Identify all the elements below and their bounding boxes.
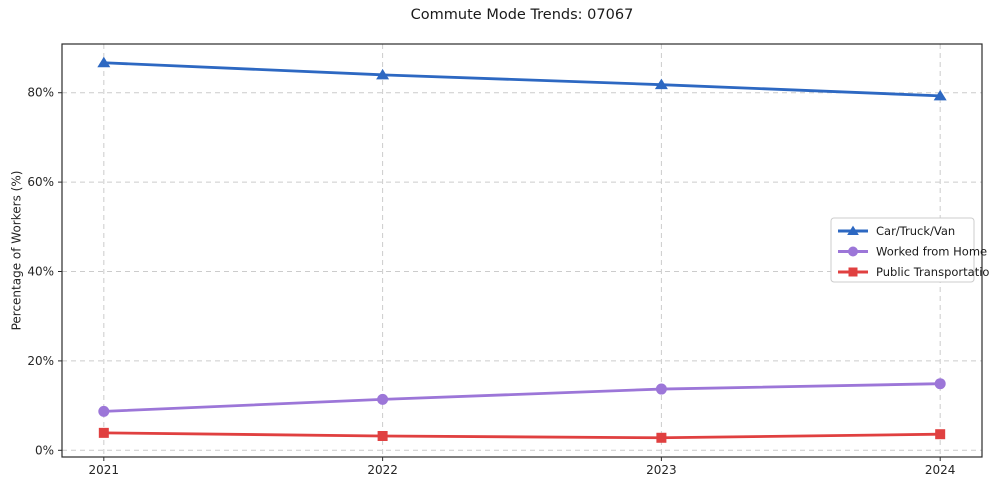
data-point-marker	[934, 378, 946, 390]
y-tick-label: 0%	[35, 443, 54, 457]
series-line	[102, 382, 942, 413]
data-point-marker	[376, 68, 390, 80]
legend-label: Worked from Home	[876, 245, 987, 259]
legend-label: Car/Truck/Van	[876, 224, 955, 238]
data-point-marker	[97, 56, 111, 68]
plot-border	[61, 43, 983, 458]
data-point-marker	[656, 432, 667, 443]
chart-title: Commute Mode Trends: 07067	[410, 7, 634, 23]
x-tick-label: 2023	[646, 463, 677, 477]
data-point-marker	[377, 430, 388, 441]
legend-label: Public Transportation	[876, 265, 990, 279]
legend-box	[830, 217, 975, 283]
data-point-marker	[935, 429, 946, 440]
series-line	[102, 61, 942, 98]
data-point-marker	[98, 427, 109, 438]
y-tick-label: 40%	[27, 265, 54, 279]
y-tick-label: 20%	[27, 354, 54, 368]
legend-marker	[848, 267, 858, 277]
data-point-marker	[655, 383, 667, 395]
y-tick-label: 80%	[27, 86, 54, 100]
series-line	[102, 431, 942, 440]
x-tick-label: 2021	[89, 463, 120, 477]
data-point-marker	[98, 405, 110, 417]
data-point-marker	[933, 89, 947, 101]
x-tick-label: 2022	[367, 463, 398, 477]
legend-marker	[848, 246, 858, 257]
x-tick-label: 2024	[925, 463, 956, 477]
y-tick-label: 60%	[27, 175, 54, 189]
data-point-marker	[377, 393, 389, 405]
legend-marker	[847, 225, 859, 236]
data-point-marker	[654, 78, 668, 90]
